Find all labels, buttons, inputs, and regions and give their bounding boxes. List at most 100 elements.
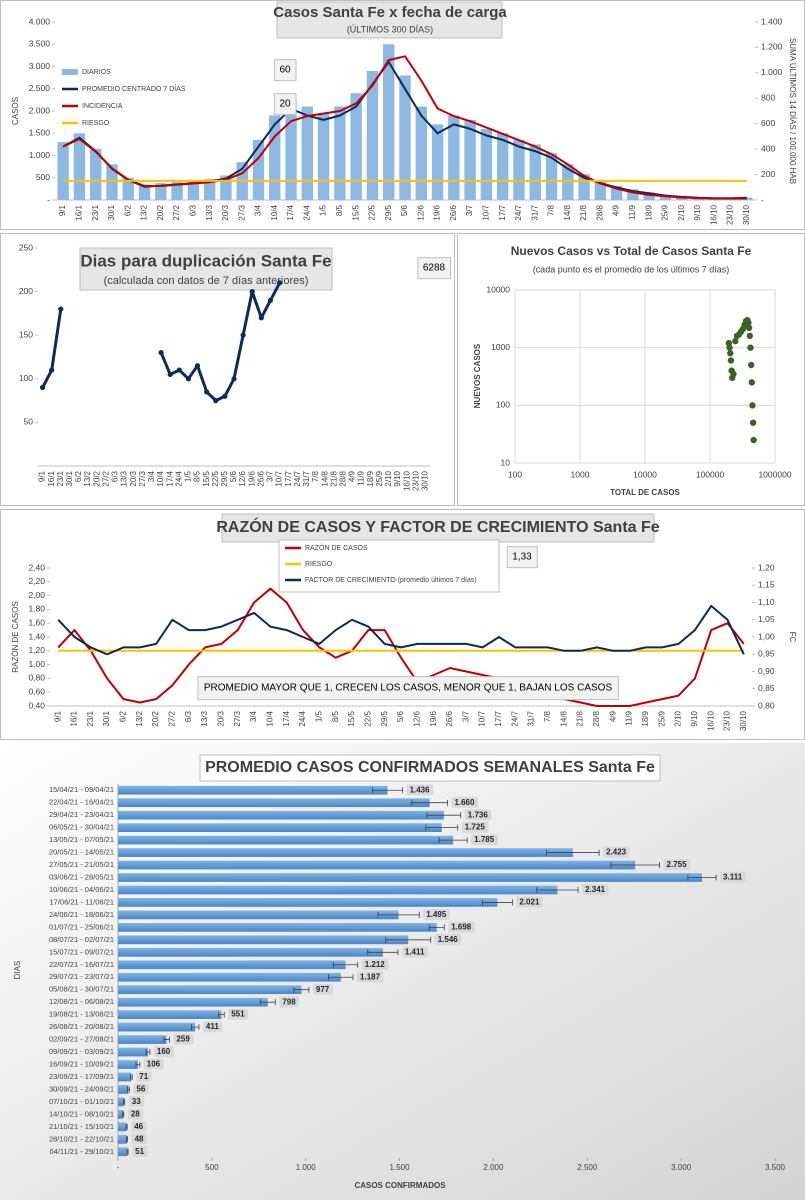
- x-axis-label: CASOS CONFIRMADOS: [354, 1181, 446, 1190]
- data-label-box: [663, 859, 691, 871]
- bar: [118, 997, 268, 1007]
- bar: [448, 115, 460, 200]
- bar: [57, 142, 69, 200]
- point: [194, 363, 201, 369]
- data-label-box: [406, 784, 434, 796]
- y-tick-label: 01/07/21 - 25/06/21: [49, 922, 114, 931]
- annotation-box: [506, 546, 538, 569]
- data-label: 1.785: [474, 835, 495, 844]
- x-tick-label: 27/2: [101, 470, 110, 486]
- error-bar: [426, 812, 462, 819]
- point: [726, 344, 733, 351]
- y-tick-label: 07/10/21 - 01/10/21: [49, 1097, 114, 1106]
- y-tick-label: 100: [496, 400, 510, 410]
- data-label: 1.546: [438, 935, 459, 944]
- data-label: 259: [176, 1035, 190, 1044]
- x-tick-label: 20/3: [221, 204, 230, 220]
- x-tick-label: 21/8: [329, 470, 338, 486]
- bar: [334, 106, 346, 200]
- x-tick-label: 19/6: [433, 204, 442, 220]
- x-tick-label: 3/7: [461, 710, 470, 722]
- point: [185, 376, 192, 382]
- data-label: 1.495: [426, 910, 447, 919]
- bar: [118, 972, 341, 982]
- data-label: 160: [157, 1047, 171, 1056]
- x-tick-label: 21/8: [579, 204, 588, 220]
- x-tick-label: 29/5: [380, 710, 389, 726]
- x-tick-label: 11/9: [628, 204, 637, 220]
- data-label-box: [228, 1008, 249, 1020]
- x-tick-label: 4/9: [608, 710, 617, 722]
- bar: [118, 785, 388, 795]
- x-tick-label: 6/2: [74, 470, 83, 482]
- data-label: 2.755: [667, 860, 688, 869]
- data-label: 1.736: [468, 810, 489, 819]
- x-tick-label: 16/10: [709, 204, 718, 225]
- point: [240, 332, 246, 338]
- bar: [118, 923, 437, 932]
- bar: [187, 181, 200, 200]
- data-label-box: [131, 1133, 148, 1145]
- y-tick-label: 4.000: [29, 16, 51, 26]
- x-tick-label: 25/9: [661, 204, 670, 220]
- point: [58, 306, 64, 312]
- y-tick-label: 23/09/21 - 17/09/21: [49, 1072, 114, 1081]
- x-tick-label: 20/3: [129, 470, 138, 486]
- y2-tick-label: 200: [761, 169, 775, 179]
- point: [39, 384, 46, 391]
- x-tick-label: 16/10: [706, 710, 715, 731]
- x-tick-label: 25/9: [657, 710, 666, 726]
- annotation: 60: [279, 65, 291, 76]
- y-tick-label: 2,00: [28, 590, 45, 600]
- y-tick-label: 1,20: [28, 645, 45, 655]
- y-tick-label: 14/10/21 - 08/10/21: [49, 1109, 114, 1118]
- x-tick-label: 6/2: [123, 204, 132, 216]
- x-tick-label: 20/3: [217, 710, 226, 726]
- y-tick-label: 0,60: [28, 686, 45, 696]
- x-tick-label: 21/8: [576, 710, 585, 726]
- y-tick-label: 100: [19, 373, 33, 383]
- line: [57, 604, 745, 656]
- x-tick-label: 20/2: [92, 470, 101, 486]
- error-bar: [610, 862, 660, 869]
- x-tick-label: 12/6: [412, 710, 421, 726]
- data-label-box: [173, 1033, 194, 1045]
- y-tick-label: 2.000: [29, 105, 51, 115]
- bar: [399, 75, 411, 200]
- data-label: 1.212: [365, 960, 386, 969]
- y-tick-label: 2,20: [28, 576, 45, 586]
- annotation-box: [197, 676, 619, 701]
- point: [750, 436, 757, 444]
- y-tick-label: 0,40: [28, 700, 45, 710]
- bar: [118, 798, 430, 808]
- x-tick-label: 17/7: [494, 710, 503, 726]
- chart-subtitle: (calculada con datos de 7 días anteriore…: [104, 275, 309, 287]
- data-label-box: [464, 809, 492, 821]
- bar: [496, 133, 509, 200]
- x-tick-label: 8/5: [193, 470, 202, 482]
- x-tick-label: 22/5: [363, 710, 372, 726]
- x-tick-label: 28/8: [595, 204, 604, 220]
- data-label: 1.725: [465, 823, 486, 832]
- data-label-box: [401, 946, 429, 958]
- x-tick-label: 16/1: [47, 470, 56, 486]
- point: [727, 357, 735, 364]
- y-tick-label: 150: [19, 329, 33, 339]
- data-label: 2.423: [606, 848, 627, 857]
- data-label: 1.411: [405, 947, 425, 956]
- data-label: 46: [134, 1122, 143, 1131]
- error-bar: [123, 1098, 126, 1105]
- point: [749, 402, 756, 409]
- data-label-box: [153, 1046, 174, 1058]
- data-label-box: [127, 1108, 144, 1120]
- x-tick-label: 30/10: [421, 470, 430, 491]
- y-tick-label: 28/10/21 - 22/10/21: [49, 1134, 114, 1143]
- x-tick-label: 24/7: [514, 204, 523, 220]
- y2-tick-label: 0,95: [758, 649, 775, 659]
- y2-tick-label: -: [761, 194, 764, 204]
- x-tick-label: 13/3: [200, 710, 209, 726]
- error-bar: [218, 1011, 225, 1018]
- legend-label: INCIDENCIA: [82, 103, 123, 110]
